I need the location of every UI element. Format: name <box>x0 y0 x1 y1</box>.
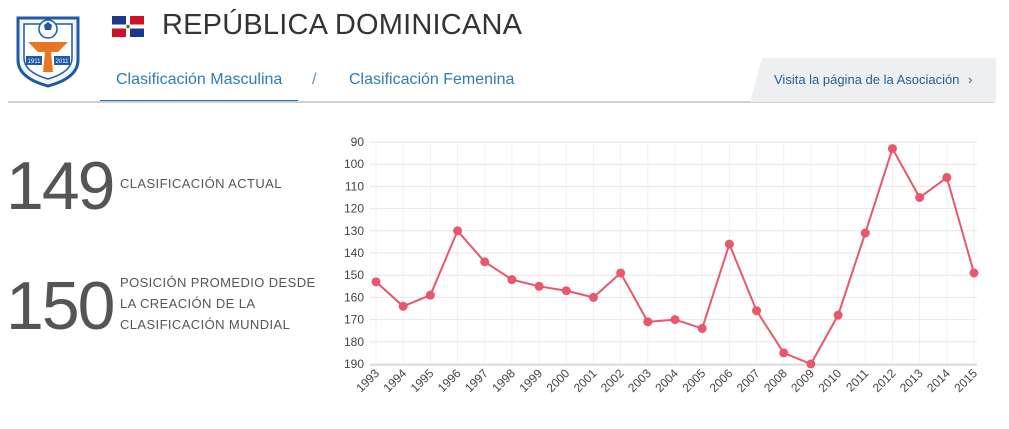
x-tick-label: 2000 <box>544 366 573 395</box>
data-point <box>860 228 870 238</box>
y-tick-label: 100 <box>344 157 364 171</box>
x-tick-label: 2010 <box>815 366 844 395</box>
federation-crest-logo: 1911 2011 <box>16 16 80 88</box>
x-tick-label: 2003 <box>625 366 654 395</box>
x-tick-label: 2008 <box>761 366 790 395</box>
data-point <box>752 306 762 316</box>
x-tick-label: 1996 <box>435 366 464 395</box>
average-ranking-label: POSICIÓN PROMEDIO DESDE LA CREACIÓN DE L… <box>120 272 316 335</box>
data-point <box>507 275 517 285</box>
x-tick-label: 2001 <box>571 366 600 395</box>
y-tick-label: 190 <box>344 357 364 371</box>
x-tick-label: 2014 <box>924 366 953 395</box>
y-tick-label: 140 <box>344 246 364 260</box>
data-point <box>425 290 435 300</box>
data-point <box>616 268 626 278</box>
tab-separator: / <box>312 71 317 88</box>
x-tick-label: 1999 <box>516 366 545 395</box>
data-point <box>670 315 680 325</box>
data-point <box>806 359 816 369</box>
average-ranking-label-line-3: CLASIFICACIÓN MUNDIAL <box>120 317 291 332</box>
data-point <box>534 281 544 291</box>
data-point <box>480 257 490 267</box>
x-tick-label: 2009 <box>788 366 817 395</box>
data-point <box>588 292 598 302</box>
chevron-right-icon: › <box>968 72 973 87</box>
data-point <box>398 301 408 311</box>
average-ranking-label-line-2: LA CREACIÓN DE LA <box>120 296 256 311</box>
x-tick-label: 2011 <box>843 366 871 394</box>
current-ranking-label: CLASIFICACIÓN ACTUAL <box>120 176 282 191</box>
y-tick-label: 150 <box>344 268 364 282</box>
y-tick-label: 120 <box>344 202 364 216</box>
data-point <box>779 348 789 358</box>
x-tick-label: 1997 <box>462 366 491 395</box>
data-point <box>833 310 843 320</box>
y-tick-label: 130 <box>344 224 364 238</box>
x-tick-label: 1995 <box>408 366 437 395</box>
data-point <box>453 226 463 236</box>
x-tick-label: 2007 <box>734 366 763 395</box>
ranking-history-chart: 9010011012013014015016017018019019931994… <box>344 135 980 395</box>
data-point <box>887 144 897 154</box>
association-link-label: Visita la página de la Asociación <box>774 72 960 87</box>
data-point <box>969 268 979 278</box>
x-tick-label: 1998 <box>489 366 518 395</box>
association-page-link[interactable]: Visita la página de la Asociación › <box>750 58 996 102</box>
y-tick-label: 160 <box>344 290 364 304</box>
x-tick-label: 2012 <box>870 366 899 395</box>
x-tick-label: 1994 <box>381 366 410 395</box>
tab-women-ranking[interactable]: Clasificación Femenina <box>349 71 515 88</box>
average-ranking-label-line-1: POSICIÓN PROMEDIO DESDE <box>120 275 316 290</box>
y-tick-label: 180 <box>344 335 364 349</box>
y-tick-label: 90 <box>351 135 365 149</box>
crest-year-right: 2011 <box>56 59 70 65</box>
data-point <box>561 286 571 296</box>
dominican-flag-icon <box>112 16 144 37</box>
tab-men-ranking[interactable]: Clasificación Masculina <box>100 58 299 103</box>
x-tick-label: 2002 <box>598 366 627 395</box>
data-point <box>724 239 734 249</box>
data-point <box>915 193 925 202</box>
data-point <box>643 317 653 327</box>
data-point <box>942 173 952 183</box>
x-tick-label: 2004 <box>652 366 681 395</box>
crest-year-left: 1911 <box>28 59 42 65</box>
y-tick-label: 170 <box>344 313 364 327</box>
ranking-tabs: Clasificación Masculina / Clasificación … <box>100 58 750 103</box>
x-tick-label: 2013 <box>897 366 926 395</box>
y-tick-label: 110 <box>345 179 364 193</box>
x-tick-label: 2006 <box>707 366 736 395</box>
country-title: REPÚBLICA DOMINICANA <box>162 9 523 41</box>
header-divider <box>8 101 994 103</box>
data-point <box>371 277 381 287</box>
average-ranking-value: 150 <box>6 268 115 344</box>
x-tick-label: 2015 <box>951 366 980 395</box>
current-ranking-value: 149 <box>6 148 115 224</box>
data-point <box>697 323 707 333</box>
x-tick-label: 2005 <box>680 366 709 395</box>
